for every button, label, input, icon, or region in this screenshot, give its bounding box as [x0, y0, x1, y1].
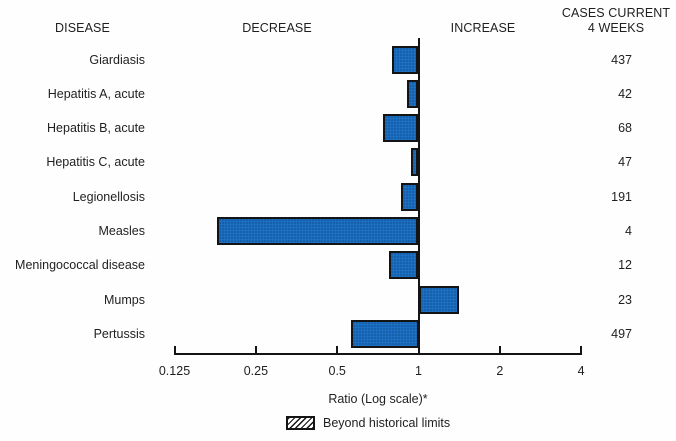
cases-value: 47	[618, 155, 632, 170]
cases-value: 191	[611, 189, 632, 204]
cases-value: 4	[625, 224, 632, 238]
column-header-increase: INCREASE	[450, 21, 516, 35]
x-axis-tick	[173, 346, 176, 353]
ratio-bar	[383, 114, 419, 143]
baseline-ratio-1-line	[417, 38, 420, 355]
disease-label: Hepatitis B, acute	[47, 121, 145, 136]
disease-label: Legionellosis	[72, 189, 145, 204]
column-header-cases-line1: CASES CURRENT	[561, 6, 671, 20]
x-axis-tick-label: 0.125	[158, 364, 191, 378]
column-header-decrease: DECREASE	[242, 21, 312, 35]
ratio-bar	[407, 79, 419, 108]
x-axis-tick	[254, 346, 257, 353]
legend: Beyond historical limits	[286, 415, 450, 430]
column-header-disease: DISEASE	[55, 21, 110, 35]
cases-value: 497	[611, 326, 632, 341]
column-header-cases-line2: 4 WEEKS	[587, 21, 645, 35]
column-header-cases: CASES CURRENT 4 WEEKS	[558, 6, 674, 36]
disease-label: Mumps	[104, 292, 145, 307]
x-axis-tick-label: 4	[577, 364, 585, 378]
cases-value: 437	[611, 52, 632, 67]
x-axis-tick	[580, 346, 583, 353]
ratio-bar	[389, 251, 419, 280]
x-axis-line	[173, 353, 582, 355]
x-axis-tick-label: 0.25	[243, 364, 269, 378]
ratio-bar	[400, 182, 419, 211]
cases-value: 12	[618, 258, 632, 273]
disease-label: Hepatitis C, acute	[46, 155, 145, 170]
ratio-bar	[350, 319, 419, 348]
disease-label: Pertussis	[93, 326, 145, 341]
disease-label: Measles	[98, 224, 145, 238]
cases-value: 42	[618, 86, 632, 101]
x-axis-tick	[498, 346, 501, 353]
disease-label: Hepatitis A, acute	[47, 86, 145, 101]
ratio-bar	[217, 217, 419, 245]
disease-label: Giardiasis	[89, 52, 145, 67]
cases-value: 23	[618, 292, 632, 307]
x-axis-tick-label: 1	[415, 364, 422, 378]
ratio-bar	[411, 148, 419, 177]
cases-value: 68	[618, 121, 632, 136]
ratio-bar	[418, 285, 459, 314]
ratio-bar	[392, 45, 419, 74]
x-axis-tick	[336, 346, 339, 353]
x-axis-tick-label: 0.5	[328, 364, 346, 378]
hatched-swatch-icon	[286, 415, 315, 430]
legend-label: Beyond historical limits	[323, 415, 451, 430]
x-axis-tick-label: 2	[496, 364, 504, 378]
x-axis-title: Ratio (Log scale)*	[328, 392, 428, 406]
disease-label: Meningococcal disease	[15, 258, 145, 273]
